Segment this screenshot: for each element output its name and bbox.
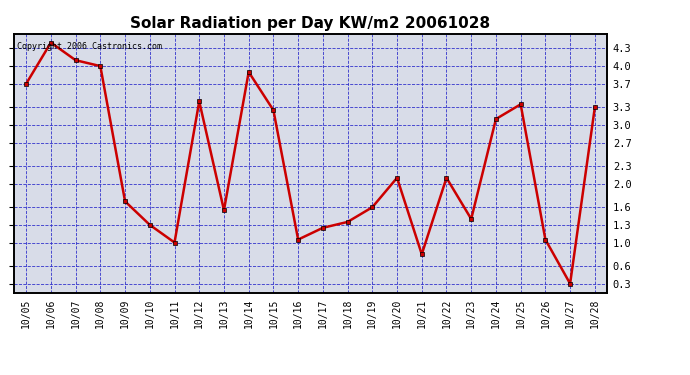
Title: Solar Radiation per Day KW/m2 20061028: Solar Radiation per Day KW/m2 20061028 [130, 16, 491, 31]
Text: Copyright 2006 Castronics.com: Copyright 2006 Castronics.com [17, 42, 161, 51]
